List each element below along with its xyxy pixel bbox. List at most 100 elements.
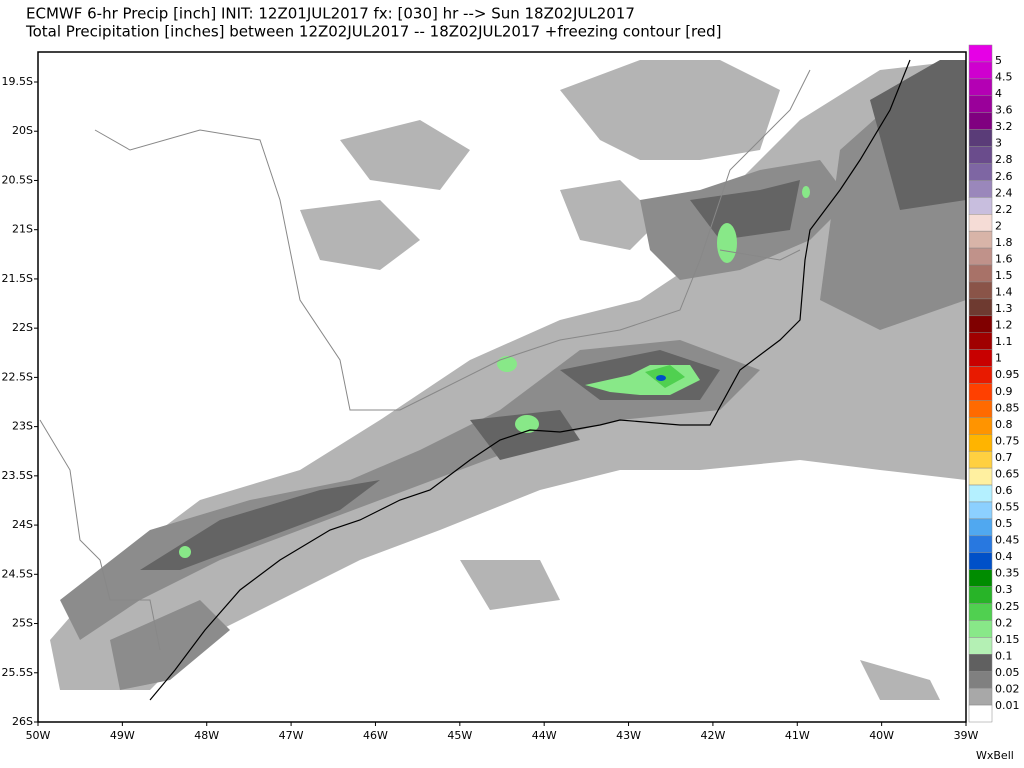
colorbar: 5 4.5 4 3.6 3.2 3 2.8 2.6 2.4 2.2 2 1.8 1.6 1.5 1.4 1.3… — [968, 44, 1020, 723]
colorbar-swatch — [968, 383, 993, 401]
y-axis-label: 25S — [12, 617, 33, 630]
colorbar-swatch — [968, 281, 993, 300]
y-axis-label: 19.5S — [2, 75, 33, 88]
colorbar-swatch — [968, 44, 993, 63]
y-axis-label: 20S — [12, 124, 33, 137]
colorbar-swatch — [968, 467, 993, 486]
colorbar-swatch — [968, 535, 993, 554]
y-axis-label: 21S — [12, 223, 33, 236]
colorbar-label: 4.5 — [995, 71, 1013, 84]
y-axis-label: 23S — [12, 420, 33, 433]
colorbar-label: 3.6 — [995, 104, 1013, 117]
colorbar-swatch — [968, 654, 993, 672]
colorbar-label: 1.1 — [995, 335, 1013, 348]
y-axis-label: 22.5S — [2, 370, 33, 383]
colorbar-label: 5 — [995, 54, 1002, 67]
x-axis-label: 40W — [869, 729, 894, 742]
colorbar-label: 2.8 — [995, 153, 1013, 166]
state-borders — [39, 69, 811, 651]
precip-heavy — [140, 60, 966, 570]
x-axis-label: 48W — [194, 729, 219, 742]
colorbar-label: 0.95 — [995, 368, 1020, 381]
colorbar-label: 1 — [995, 352, 1002, 365]
colorbar-label: 0.85 — [995, 401, 1020, 414]
colorbar-label: 0.7 — [995, 451, 1013, 464]
colorbar-label: 0.25 — [995, 600, 1020, 613]
colorbar-label: 4 — [995, 87, 1002, 100]
colorbar-label: 0.75 — [995, 434, 1020, 447]
colorbar-swatch — [968, 129, 993, 147]
subtitle-line: Total Precipitation [inches] between 12Z… — [25, 23, 722, 41]
colorbar-label: 0.02 — [995, 682, 1020, 695]
y-axis-label: 26S — [12, 715, 33, 728]
x-axis-label: 47W — [279, 729, 304, 742]
colorbar-swatch — [968, 569, 993, 587]
colorbar-swatch — [968, 197, 993, 215]
coastline — [149, 59, 911, 701]
colorbar-label: 1.6 — [995, 252, 1013, 265]
y-axis-label: 21.5S — [2, 272, 33, 285]
colorbar-swatch — [968, 501, 993, 520]
colorbar-swatch — [968, 95, 993, 113]
colorbar-label: 0.15 — [995, 633, 1020, 646]
x-axis: 50W 49W 48W 47W 46W 45W 44W 43W 42W 41W 40W 39W — [26, 722, 979, 742]
colorbar-swatch — [968, 112, 993, 130]
colorbar-swatch — [968, 349, 993, 367]
y-axis: 19.5S 20S 20.5S 21S 21.5S 22S 22.5S 23S 23.5S 24S… — [2, 75, 38, 728]
colorbar-label: 0.4 — [995, 550, 1013, 563]
colorbar-swatch — [968, 146, 993, 164]
colorbar-swatch — [968, 298, 993, 317]
y-axis-label: 22S — [12, 321, 33, 334]
colorbar-swatch — [968, 400, 993, 418]
title-line: ECMWF 6-hr Precip [inch] INIT: 12Z01JUL2… — [26, 5, 635, 23]
x-axis-label: 41W — [785, 729, 810, 742]
colorbar-label: 1.4 — [995, 286, 1013, 299]
x-axis-label: 45W — [447, 729, 472, 742]
colorbar-label: 1.3 — [995, 302, 1013, 315]
colorbar-swatch — [968, 637, 993, 655]
colorbar-swatch — [968, 434, 993, 452]
colorbar-label: 0.65 — [995, 467, 1020, 480]
colorbar-label: 0.55 — [995, 501, 1020, 514]
colorbar-label: 2.4 — [995, 186, 1013, 199]
colorbar-swatch — [968, 247, 993, 266]
x-axis-label: 44W — [532, 729, 557, 742]
colorbar-swatch — [968, 670, 993, 689]
y-axis-label: 23.5S — [2, 469, 33, 482]
colorbar-swatch — [968, 704, 993, 723]
colorbar-swatch — [968, 315, 993, 333]
x-axis-label: 50W — [26, 729, 51, 742]
colorbar-label: 0.2 — [995, 616, 1013, 629]
colorbar-swatch — [968, 518, 993, 537]
y-axis-label: 24.5S — [2, 567, 33, 580]
x-axis-label: 49W — [110, 729, 135, 742]
map-frame — [37, 51, 967, 723]
colorbar-swatch — [968, 552, 993, 570]
colorbar-label: 1.8 — [995, 236, 1013, 249]
precip-green — [179, 186, 810, 558]
colorbar-label: 0.8 — [995, 418, 1013, 431]
credit: WxBell — [976, 749, 1014, 762]
y-axis-label: 25.5S — [2, 666, 33, 679]
colorbar-label: 0.9 — [995, 385, 1013, 398]
colorbar-swatch — [968, 332, 993, 350]
x-axis-label: 42W — [700, 729, 725, 742]
colorbar-label: 1.5 — [995, 269, 1013, 282]
colorbar-label: 2 — [995, 219, 1002, 232]
colorbar-swatch — [968, 620, 993, 638]
colorbar-swatch — [968, 264, 993, 283]
colorbar-label: 3 — [995, 137, 1002, 150]
colorbar-swatch — [968, 230, 993, 249]
colorbar-swatch — [968, 484, 993, 503]
colorbar-swatch — [968, 180, 993, 198]
colorbar-swatch — [968, 61, 993, 80]
colorbar-swatch — [968, 78, 993, 97]
colorbar-label: 0.5 — [995, 517, 1013, 530]
colorbar-label: 0.01 — [995, 699, 1020, 712]
colorbar-label: 3.2 — [995, 120, 1013, 133]
x-axis-label: 39W — [954, 729, 979, 742]
colorbar-label: 0.35 — [995, 567, 1020, 580]
x-axis-label: 43W — [616, 729, 641, 742]
colorbar-label: 2.2 — [995, 203, 1013, 216]
